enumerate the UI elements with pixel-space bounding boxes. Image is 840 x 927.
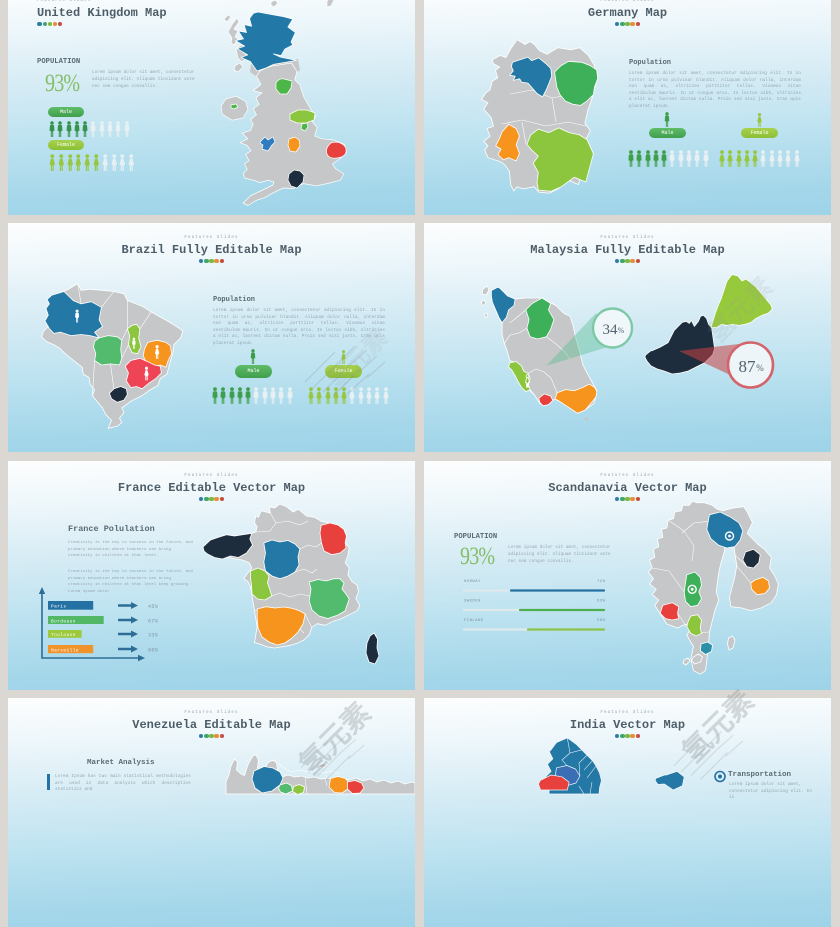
svg-text:67%: 67% — [148, 619, 158, 625]
svg-text:72%: 72% — [597, 580, 606, 584]
svg-text:Paris: Paris — [51, 604, 67, 610]
svg-text:Bordeaux: Bordeaux — [51, 618, 76, 624]
svg-text:Marseille: Marseille — [51, 647, 79, 653]
svg-text:%: % — [618, 326, 625, 335]
svg-text:NORWAY: NORWAY — [464, 580, 481, 584]
svg-text:45%: 45% — [148, 604, 158, 610]
svg-text:63%: 63% — [597, 600, 606, 604]
svg-text:34: 34 — [603, 322, 619, 338]
svg-text:FINLAND: FINLAND — [464, 619, 484, 623]
svg-text:SWEDEN: SWEDEN — [464, 600, 481, 604]
svg-text:Toulouse: Toulouse — [51, 632, 76, 638]
svg-text:%: % — [756, 363, 764, 373]
svg-text:86%: 86% — [148, 648, 158, 654]
svg-text:56%: 56% — [597, 619, 606, 623]
svg-text:87: 87 — [739, 357, 757, 376]
svg-text:33%: 33% — [148, 633, 158, 639]
